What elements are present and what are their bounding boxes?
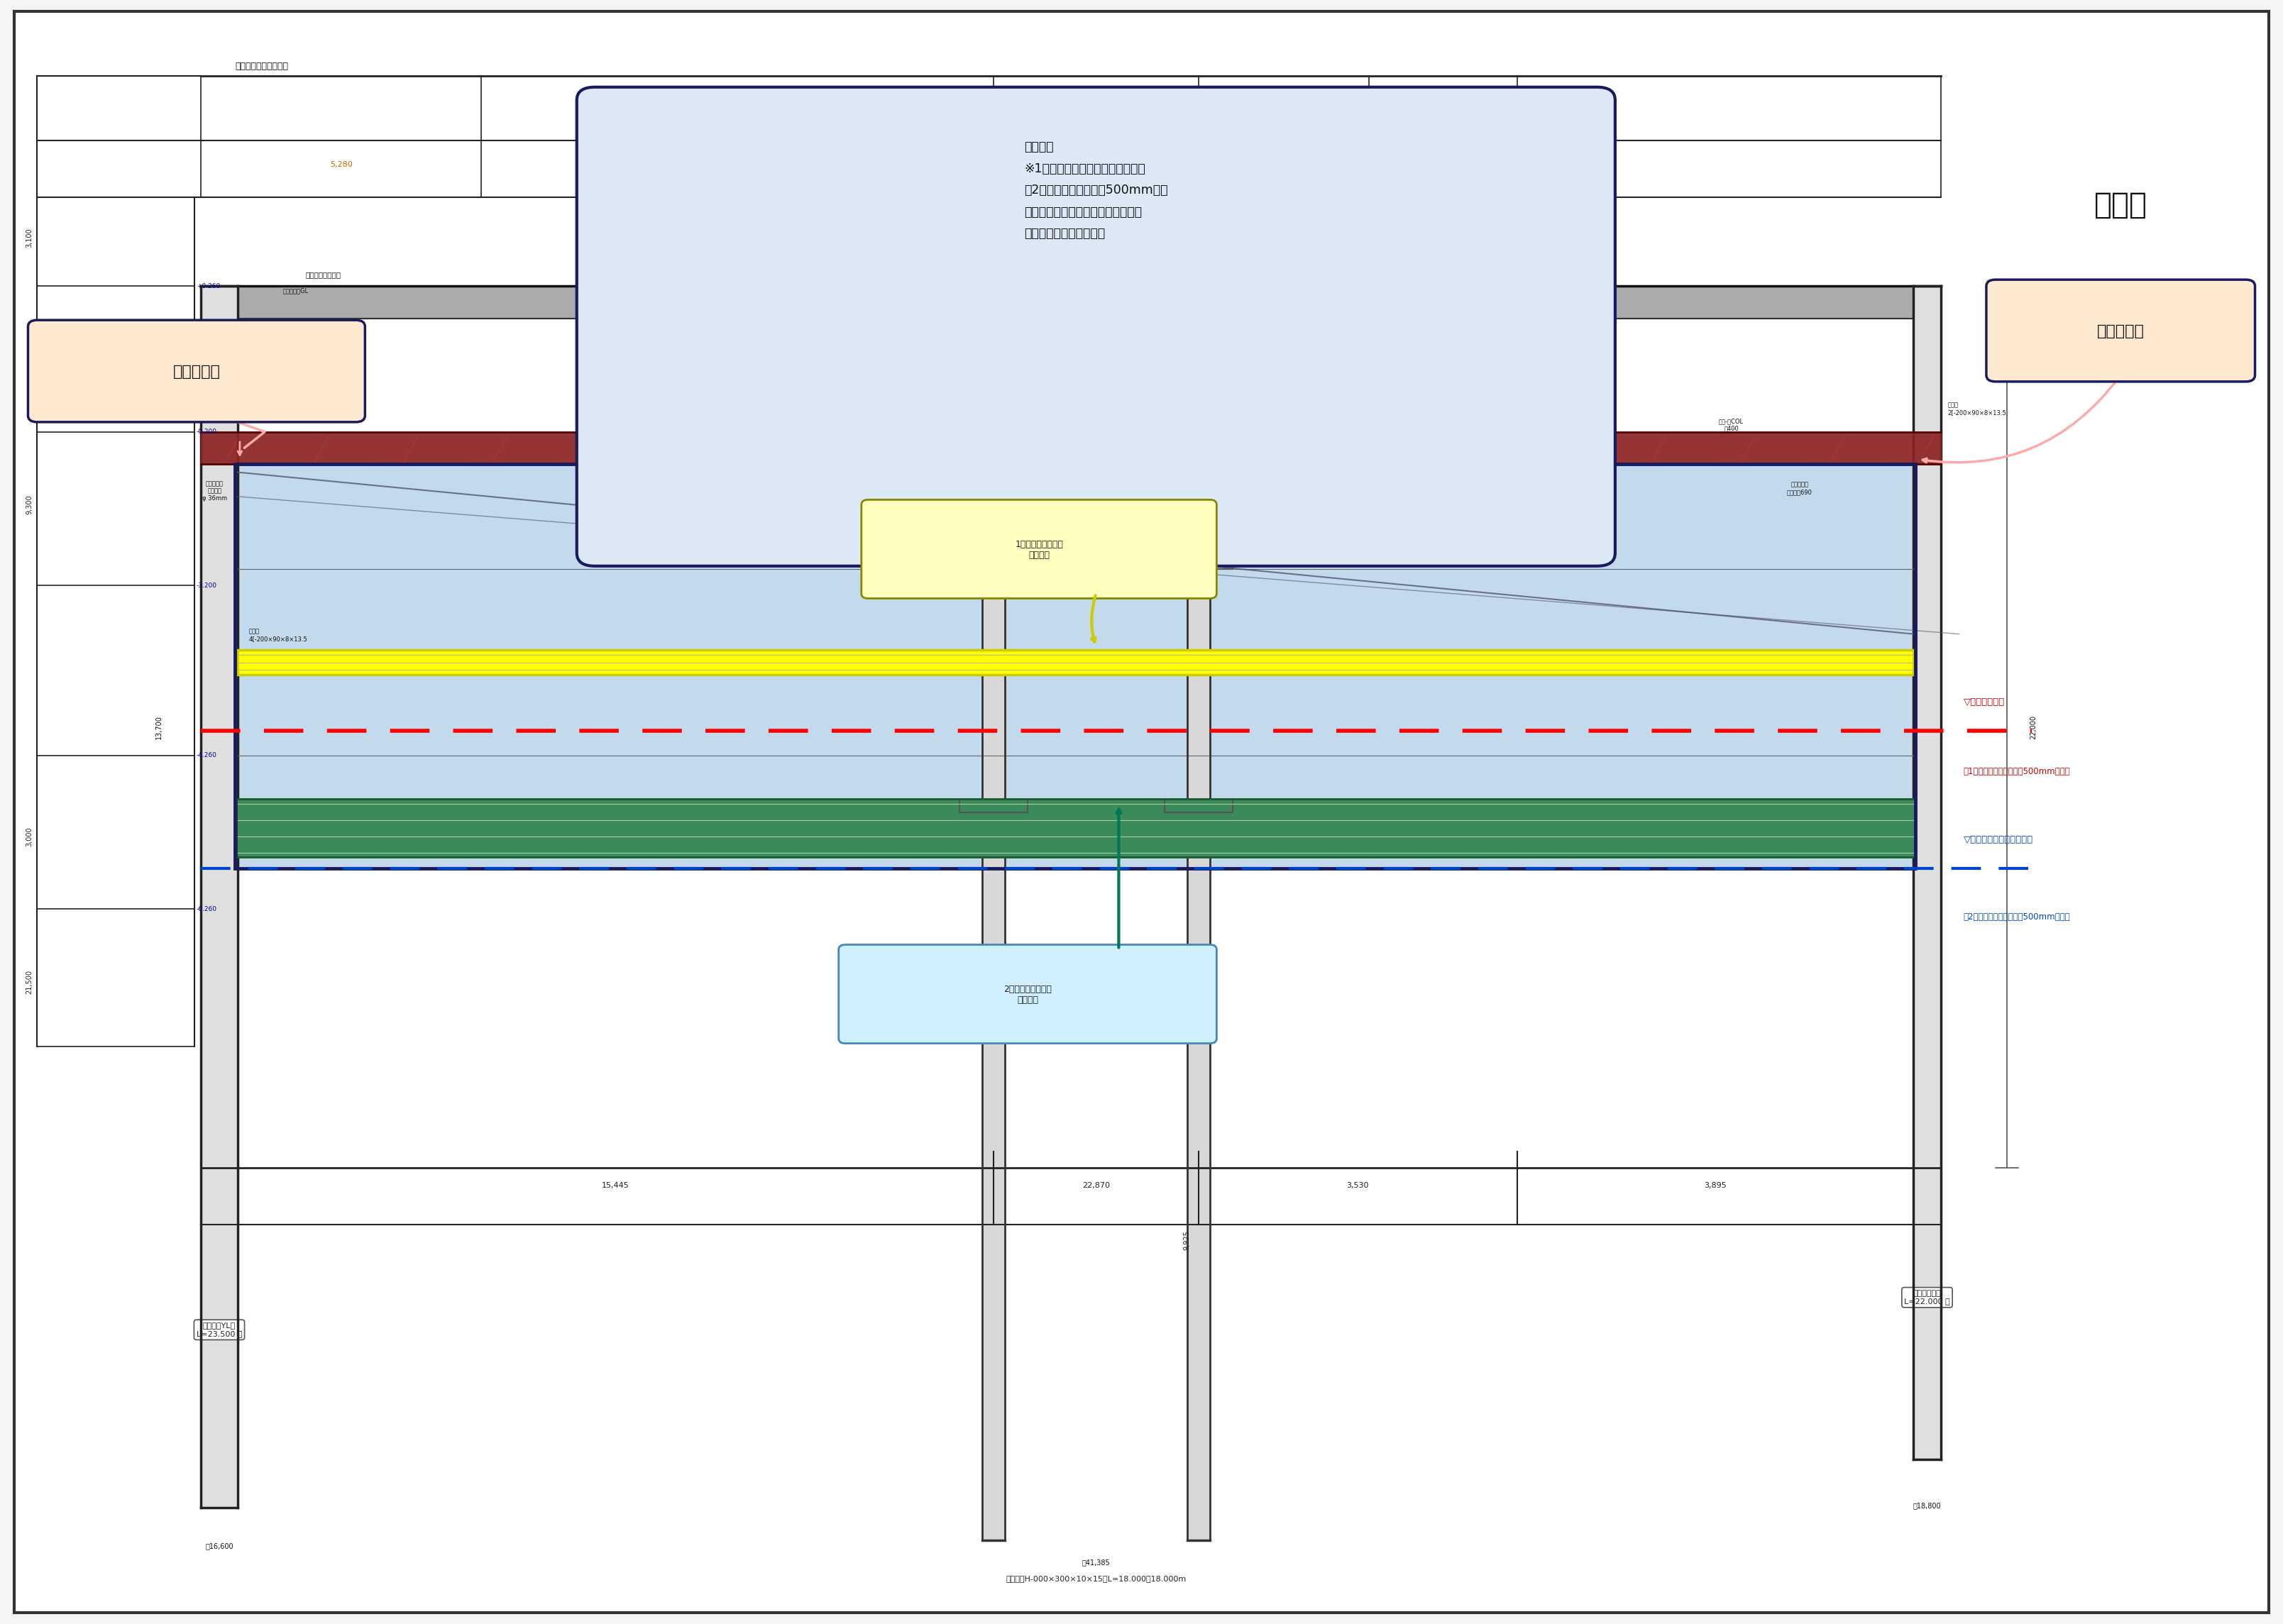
Text: （1段目切梁・腹起こし－500mm程度）: （1段目切梁・腹起こし－500mm程度） bbox=[1963, 767, 2071, 776]
Text: 9,925: 9,925 bbox=[1183, 1231, 1192, 1250]
Text: タイロッド
高強力鋼
φ 36mm: タイロッド 高強力鋼 φ 36mm bbox=[203, 481, 228, 502]
FancyBboxPatch shape bbox=[27, 320, 365, 422]
Text: 鋼矢板－打型
L=22.000 ｍ: 鋼矢板－打型 L=22.000 ｍ bbox=[1904, 1289, 1950, 1306]
Text: ー18,800: ー18,800 bbox=[1913, 1502, 1941, 1509]
Text: タイロッド
高強力鋼690: タイロッド 高強力鋼690 bbox=[1788, 481, 1813, 495]
Bar bbox=[235, 464, 1915, 869]
FancyBboxPatch shape bbox=[838, 945, 1217, 1043]
Text: 鋼杭-打COL
杭400: 鋼杭-打COL 杭400 bbox=[1719, 417, 1744, 432]
Text: A-通: A-通 bbox=[329, 331, 338, 338]
Text: 腹起し
2[-150×75×6.5×10: 腹起し 2[-150×75×6.5×10 bbox=[249, 393, 308, 408]
Text: 9,300: 9,300 bbox=[25, 495, 32, 515]
Text: 3,300: 3,300 bbox=[726, 161, 749, 169]
Text: 鋼矢板中心からの距離: 鋼矢板中心からの距離 bbox=[235, 62, 288, 71]
Text: 鋼矢板－YL型
L=23.500 ｍ: 鋼矢板－YL型 L=23.500 ｍ bbox=[196, 1322, 242, 1338]
Text: ー41,385: ー41,385 bbox=[1082, 1559, 1110, 1566]
FancyBboxPatch shape bbox=[1986, 279, 2256, 382]
Text: 設計・施工GL: 設計・施工GL bbox=[283, 287, 308, 294]
Text: 3,100: 3,100 bbox=[25, 227, 32, 247]
Text: 腹起し
4[-200×90×8×13: 腹起し 4[-200×90×8×13 bbox=[1162, 521, 1217, 536]
Text: アスファルト舗装: アスファルト舗装 bbox=[306, 271, 340, 278]
FancyBboxPatch shape bbox=[861, 500, 1217, 598]
Text: 腹起し
2[-200×90×8×13.5: 腹起し 2[-200×90×8×13.5 bbox=[1947, 401, 2007, 416]
Text: +0.260: +0.260 bbox=[196, 283, 219, 289]
Text: 中間杭：H-000×300×10×15　L=18.000、18.000m: 中間杭：H-000×300×10×15 L=18.000、18.000m bbox=[1007, 1575, 1187, 1582]
Text: タイロッド: タイロッド bbox=[2096, 325, 2144, 338]
Text: 22,000: 22,000 bbox=[2030, 715, 2036, 739]
FancyBboxPatch shape bbox=[578, 88, 1614, 567]
Text: ▽タイロッド工法掘削深さ: ▽タイロッド工法掘削深さ bbox=[1963, 835, 2034, 844]
Text: 5,280: 5,280 bbox=[329, 161, 352, 169]
Text: 東　側: 東 側 bbox=[2094, 190, 2148, 221]
Text: 22,870: 22,870 bbox=[1082, 1182, 1110, 1189]
Text: 13,700: 13,700 bbox=[155, 715, 162, 739]
Text: （2段目切梁・腹起こし－500mm程度）: （2段目切梁・腹起こし－500mm程度） bbox=[1963, 913, 2071, 922]
Text: ▽通常掘削深さ: ▽通常掘削深さ bbox=[1963, 698, 2004, 706]
Text: 21,500: 21,500 bbox=[25, 970, 32, 994]
Text: 3,530: 3,530 bbox=[1347, 1182, 1370, 1189]
Text: 腹起し
4[-200×90×8×13.5: 腹起し 4[-200×90×8×13.5 bbox=[249, 628, 308, 641]
Text: 15,445: 15,445 bbox=[603, 1182, 630, 1189]
Text: 2段目切梁・腹起し
（設置）: 2段目切梁・腹起し （設置） bbox=[1005, 984, 1052, 1005]
Text: 1段目切梁・腹起し
（省略）: 1段目切梁・腹起し （省略） bbox=[1016, 539, 1064, 560]
Text: -0.200: -0.200 bbox=[196, 429, 217, 435]
Text: 3,895: 3,895 bbox=[1703, 1182, 1726, 1189]
Text: 10,560: 10,560 bbox=[1057, 112, 1084, 120]
Text: 1,600: 1,600 bbox=[1272, 161, 1294, 169]
Text: -3.200: -3.200 bbox=[196, 583, 217, 588]
Text: 掘削箇所
※1段目切梁・腹起しが無い状態で
　2段目切梁・腹起し－500mm程度
　まで掘削が可能となり、作業効率
　が大幅に上がります。: 掘削箇所 ※1段目切梁・腹起しが無い状態で 2段目切梁・腹起し－500mm程度 … bbox=[1025, 141, 1169, 240]
Text: タイロッド: タイロッド bbox=[174, 365, 219, 378]
Text: 5.0eエゲ点: 5.0eエゲ点 bbox=[306, 348, 329, 354]
Text: 1,700: 1,700 bbox=[1084, 161, 1107, 169]
Text: ー16,600: ー16,600 bbox=[205, 1543, 233, 1549]
Text: -4.260: -4.260 bbox=[196, 752, 217, 758]
Text: 3,000: 3,000 bbox=[25, 827, 32, 846]
Text: -6.260: -6.260 bbox=[196, 906, 217, 913]
